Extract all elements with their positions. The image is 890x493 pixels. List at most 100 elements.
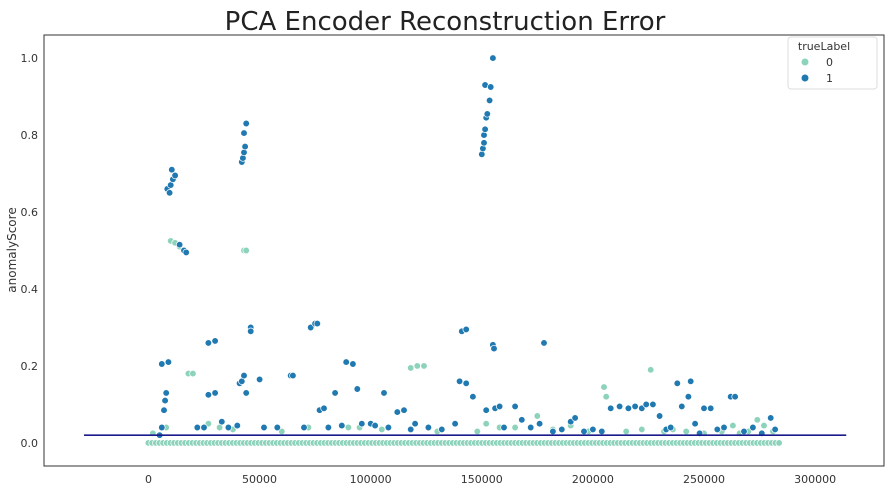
data-point-label-0 <box>729 421 737 430</box>
data-point-label-1 <box>331 389 339 397</box>
data-point-label-1 <box>767 414 775 422</box>
data-point-label-1 <box>771 425 779 434</box>
data-point-label-1 <box>540 339 548 347</box>
data-point-label-1 <box>455 377 464 385</box>
data-point-label-1 <box>495 402 504 411</box>
data-point-label-1 <box>407 425 415 434</box>
data-point-label-1 <box>740 427 748 436</box>
data-point-label-1 <box>438 425 446 434</box>
data-point-label-1 <box>481 125 489 133</box>
data-point-label-1 <box>204 339 213 347</box>
data-point-label-1 <box>535 420 544 428</box>
data-point-label-1 <box>247 327 255 335</box>
data-point-label-1 <box>241 142 249 151</box>
y-axis-title: anomalyScore <box>5 207 19 292</box>
data-point-label-1 <box>549 427 557 436</box>
x-tick-label: 250000 <box>683 473 725 486</box>
data-point-label-1 <box>700 404 708 412</box>
data-point-label-1 <box>260 423 268 432</box>
y-tick-label: 0.2 <box>21 360 39 373</box>
data-point-label-0 <box>511 423 519 432</box>
data-point-label-1 <box>200 423 208 432</box>
data-point-label-1 <box>624 404 633 412</box>
data-point-label-1 <box>673 379 681 387</box>
data-point-label-1 <box>164 358 173 366</box>
data-point-label-1 <box>678 402 686 411</box>
data-point-label-0 <box>622 427 630 436</box>
legend-label-1: 1 <box>826 72 833 85</box>
data-point-label-1 <box>655 412 664 420</box>
data-point-label-1 <box>485 96 494 105</box>
x-tick-label: 150000 <box>461 473 503 486</box>
points-layer <box>144 54 783 447</box>
legend-box <box>787 36 878 90</box>
data-point-label-1 <box>667 423 675 432</box>
y-tick-label: 0.4 <box>21 283 39 296</box>
data-point-label-1 <box>720 423 728 432</box>
data-point-label-1 <box>371 421 379 430</box>
data-point-label-1 <box>707 404 715 412</box>
data-point-label-1 <box>313 319 321 328</box>
plot-area <box>43 34 885 467</box>
data-point-label-1 <box>211 389 219 397</box>
legend-marker-1 <box>800 73 810 83</box>
chart-title: PCA Encoder Reconstruction Error <box>225 7 666 37</box>
data-point-label-1 <box>642 400 650 409</box>
data-point-label-1 <box>518 416 526 424</box>
data-point-label-0 <box>638 425 646 434</box>
data-point-label-1 <box>358 420 366 428</box>
data-point-label-1 <box>324 423 333 432</box>
data-point-label-1 <box>162 389 170 397</box>
plot-frame <box>43 34 885 467</box>
data-point-label-1 <box>161 396 169 405</box>
data-point-label-1 <box>731 393 739 401</box>
legend-title: trueLabel <box>798 40 850 53</box>
data-point-label-0 <box>482 420 490 428</box>
data-point-label-1 <box>224 423 233 432</box>
data-point-label-1 <box>462 325 470 334</box>
data-point-label-1 <box>353 385 361 393</box>
data-point-label-0 <box>242 246 250 255</box>
data-point-label-1 <box>607 404 615 412</box>
data-point-label-1 <box>580 427 588 436</box>
data-point-label-1 <box>175 241 184 249</box>
data-point-label-0 <box>344 423 353 432</box>
data-point-label-1 <box>240 129 248 137</box>
data-point-label-1 <box>500 423 508 432</box>
data-point-label-1 <box>300 423 308 432</box>
data-point-label-1 <box>424 423 433 432</box>
data-point-label-0 <box>600 383 608 391</box>
data-point-label-1 <box>451 420 459 428</box>
x-tick-label: 50000 <box>242 473 277 486</box>
data-point-label-1 <box>511 402 519 411</box>
data-point-label-1 <box>490 344 498 353</box>
data-point-label-1 <box>168 166 176 174</box>
data-point-label-1 <box>527 423 535 432</box>
data-point-label-1 <box>598 427 606 436</box>
data-point-label-1 <box>571 414 579 422</box>
x-tick-label: 300000 <box>794 473 836 486</box>
data-point-label-1 <box>393 408 401 416</box>
data-point-label-0 <box>189 369 197 378</box>
data-point-label-1 <box>400 406 408 414</box>
data-point-label-0 <box>420 362 428 370</box>
data-point-label-1 <box>411 420 419 428</box>
data-point-label-1 <box>211 337 219 345</box>
data-point-label-1 <box>691 420 699 428</box>
data-point-label-1 <box>558 425 566 434</box>
x-tick-label: 200000 <box>572 473 614 486</box>
data-point-label-1 <box>687 377 695 385</box>
data-point-label-0 <box>378 425 386 434</box>
data-point-label-1 <box>242 119 250 128</box>
data-point-label-1 <box>182 248 190 257</box>
legend-marker-0 <box>800 57 810 67</box>
data-point-label-1 <box>384 423 393 432</box>
data-point-label-1 <box>342 358 350 366</box>
data-point-label-1 <box>462 379 470 387</box>
data-point-label-1 <box>255 375 264 384</box>
data-point-label-1 <box>478 150 486 158</box>
data-point-label-1 <box>158 360 166 368</box>
legend-label-0: 0 <box>826 56 833 69</box>
data-point-label-0 <box>533 412 541 420</box>
data-point-label-0 <box>682 427 690 436</box>
